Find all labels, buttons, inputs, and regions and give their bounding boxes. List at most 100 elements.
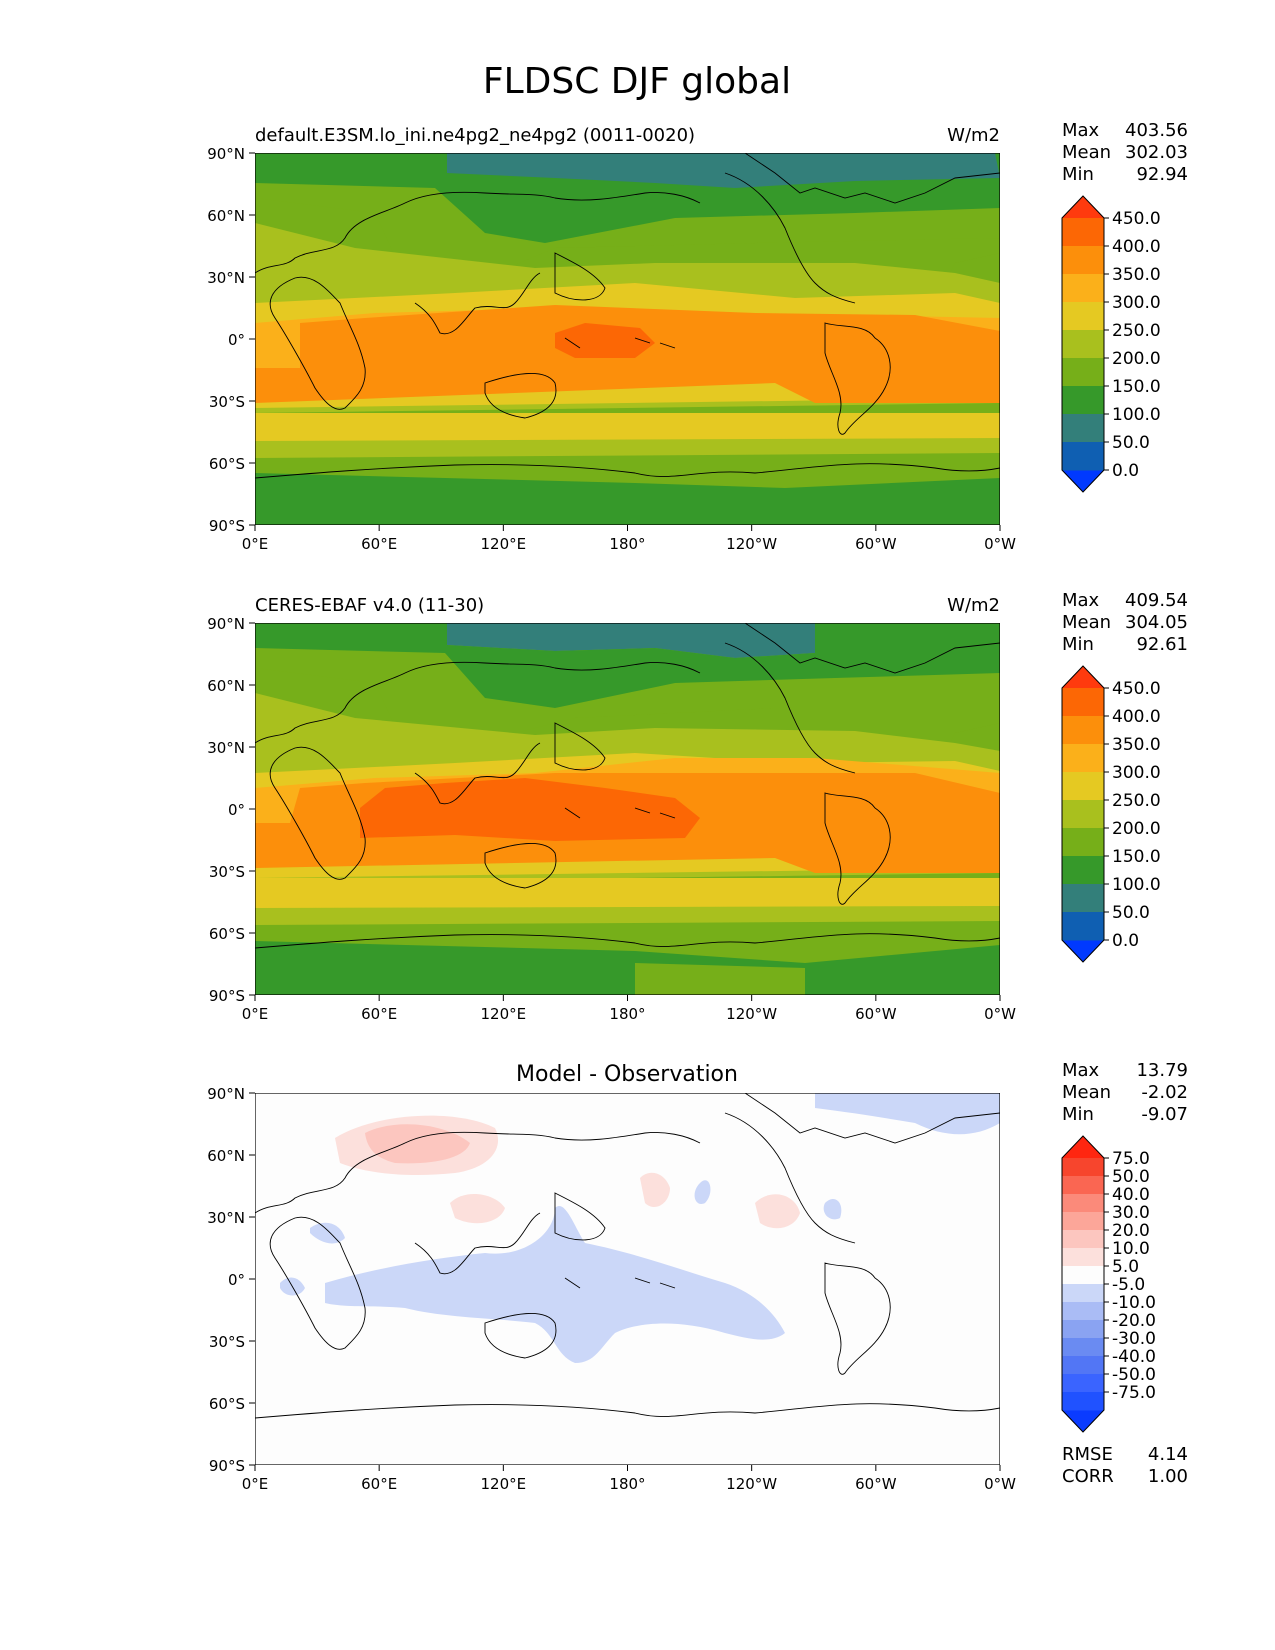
colorbar-tick-label: -50.0 — [1112, 1365, 1156, 1385]
lat-tick-label: 60°S — [209, 1395, 245, 1413]
stat-min-value: -9.07 — [1141, 1104, 1188, 1125]
colorbar-tick-label: 200.0 — [1112, 349, 1161, 369]
colorbar-bin — [1062, 386, 1104, 415]
figure-title: FLDSC DJF global — [483, 61, 791, 102]
lon-tick-label: 60°E — [361, 1005, 397, 1023]
lon-tick-label: 0°W — [984, 535, 1016, 553]
lon-tick-label: 60°W — [855, 1005, 897, 1023]
lat-tick-label: 60°N — [207, 677, 245, 695]
panel-difference: Model - Observation — [207, 1060, 1188, 1493]
colorbar-bin — [1062, 1302, 1104, 1321]
colorbar-bin — [1062, 1230, 1104, 1249]
map-axes-model: 90°N 60°N 30°N 0° 30°S 60°S 90°S0°E 60°E 120°E 18… — [207, 145, 1016, 553]
colorbar-bin — [1062, 1176, 1104, 1195]
lon-tick-label: 60°E — [361, 1475, 397, 1493]
colorbar-tick-label: -75.0 — [1112, 1383, 1156, 1403]
colorbar-tick-label: 10.0 — [1112, 1239, 1150, 1259]
lon-tick-label: 0°W — [984, 1005, 1016, 1023]
lat-tick-label: 30°S — [209, 863, 245, 881]
stat-corr-value: 1.00 — [1148, 1466, 1188, 1487]
colorbar-difference: 75.050.040.030.020.010.05.0-5.0-10.0-20.… — [1061, 1135, 1156, 1433]
colorbar-bin — [1062, 1158, 1104, 1177]
colorbar-tick-label: 250.0 — [1112, 791, 1161, 811]
colorbar-tick-label: -10.0 — [1112, 1293, 1156, 1313]
stat-max-label: Max — [1062, 120, 1100, 141]
lat-tick-label: 90°N — [207, 615, 245, 633]
stat-min-value: 92.61 — [1136, 634, 1188, 655]
colorbar-bin — [1062, 772, 1104, 801]
colorbar-tick-label: 100.0 — [1112, 405, 1161, 425]
stat-rmse-value: 4.14 — [1148, 1444, 1188, 1465]
colorbar-tick-label: -40.0 — [1112, 1347, 1156, 1367]
colorbar-bin — [1062, 218, 1104, 247]
lat-tick-label: 30°N — [207, 269, 245, 287]
stat-max-label: Max — [1062, 1060, 1100, 1081]
panel-left-title: CERES-EBAF v4.0 (11-30) — [255, 595, 484, 616]
lat-tick-label: 90°S — [209, 1457, 245, 1475]
map-observation — [255, 623, 1000, 995]
colorbar-bin — [1062, 1212, 1104, 1231]
colorbar-tick-label: 50.0 — [1112, 903, 1150, 923]
panel-units: W/m2 — [947, 125, 1000, 146]
colorbar-max-extend — [1062, 196, 1104, 218]
panel-left-title: default.E3SM.lo_ini.ne4pg2_ne4pg2 (0011-… — [255, 125, 695, 146]
stat-min-label: Min — [1062, 1104, 1094, 1125]
panel-units: W/m2 — [947, 595, 1000, 616]
colorbar-model: 450.0 400.0 350.0 300.0 250.0 200.0 150.0 100.0… — [1061, 195, 1161, 493]
lon-tick-label: 60°W — [855, 535, 897, 553]
colorbar-observation: 450.0 400.0 350.0 300.0 250.0 200.0 150.0 100.0… — [1061, 665, 1161, 963]
stat-corr-label: CORR — [1062, 1466, 1114, 1487]
colorbar-min-extend — [1062, 1410, 1104, 1432]
lat-tick-label: 30°N — [207, 1209, 245, 1227]
colorbar-min-extend — [1062, 940, 1104, 962]
colorbar-bin — [1062, 358, 1104, 387]
colorbar-bin — [1062, 1284, 1104, 1303]
lon-tick-label: 0°W — [984, 1475, 1016, 1493]
colorbar-outline — [1061, 1135, 1105, 1433]
colorbar-tick-label: -20.0 — [1112, 1311, 1156, 1331]
lat-tick-label: 30°S — [209, 393, 245, 411]
colorbar-tick-label: 5.0 — [1112, 1257, 1139, 1277]
colorbar-bin — [1062, 1392, 1104, 1411]
lon-tick-label: 120°W — [726, 1475, 777, 1493]
stat-min-label: Min — [1062, 634, 1094, 655]
colorbar-tick-label: 200.0 — [1112, 819, 1161, 839]
colorbar-tick-label: 150.0 — [1112, 847, 1161, 867]
colorbar-tick-label: 150.0 — [1112, 377, 1161, 397]
lon-tick-label: 0°E — [242, 1475, 269, 1493]
colorbar-bin — [1062, 800, 1104, 829]
lat-tick-label: 60°S — [209, 925, 245, 943]
colorbar-bin — [1062, 1338, 1104, 1357]
colorbar-bin — [1062, 856, 1104, 885]
colorbar-bin — [1062, 1248, 1104, 1267]
stat-mean-value: -2.02 — [1141, 1082, 1188, 1103]
colorbar-tick-label: 250.0 — [1112, 321, 1161, 341]
colorbar-tick-label: 100.0 — [1112, 875, 1161, 895]
lat-tick-label: 90°N — [207, 1085, 245, 1103]
colorbar-bin — [1062, 442, 1104, 471]
stat-mean-value: 302.03 — [1125, 142, 1188, 163]
lon-tick-label: 180° — [609, 1005, 645, 1023]
colorbar-tick-label: 30.0 — [1112, 1203, 1150, 1223]
colorbar-bin — [1062, 330, 1104, 359]
colorbar-tick-label: 300.0 — [1112, 293, 1161, 313]
lat-tick-label: 60°N — [207, 207, 245, 225]
colorbar-bin — [1062, 828, 1104, 857]
stat-mean-label: Mean — [1062, 612, 1111, 633]
map-difference — [255, 1093, 1000, 1465]
panel-model: default.E3SM.lo_ini.ne4pg2_ne4pg2 (0011-… — [207, 120, 1188, 553]
lat-tick-label: 0° — [228, 801, 245, 819]
lon-tick-label: 0°E — [242, 1005, 269, 1023]
colorbar-bin — [1062, 884, 1104, 913]
stat-mean-label: Mean — [1062, 1082, 1111, 1103]
lon-tick-label: 60°W — [855, 1475, 897, 1493]
map-model — [255, 153, 1000, 525]
lat-tick-label: 0° — [228, 331, 245, 349]
lat-tick-label: 0° — [228, 1271, 245, 1289]
colorbar-bin — [1062, 1266, 1104, 1285]
panel-center-title: Model - Observation — [516, 1062, 738, 1087]
stat-rmse-label: RMSE — [1062, 1444, 1113, 1465]
colorbar-tick-label: -30.0 — [1112, 1329, 1156, 1349]
colorbar-bin — [1062, 1374, 1104, 1393]
lat-tick-label: 90°S — [209, 987, 245, 1005]
